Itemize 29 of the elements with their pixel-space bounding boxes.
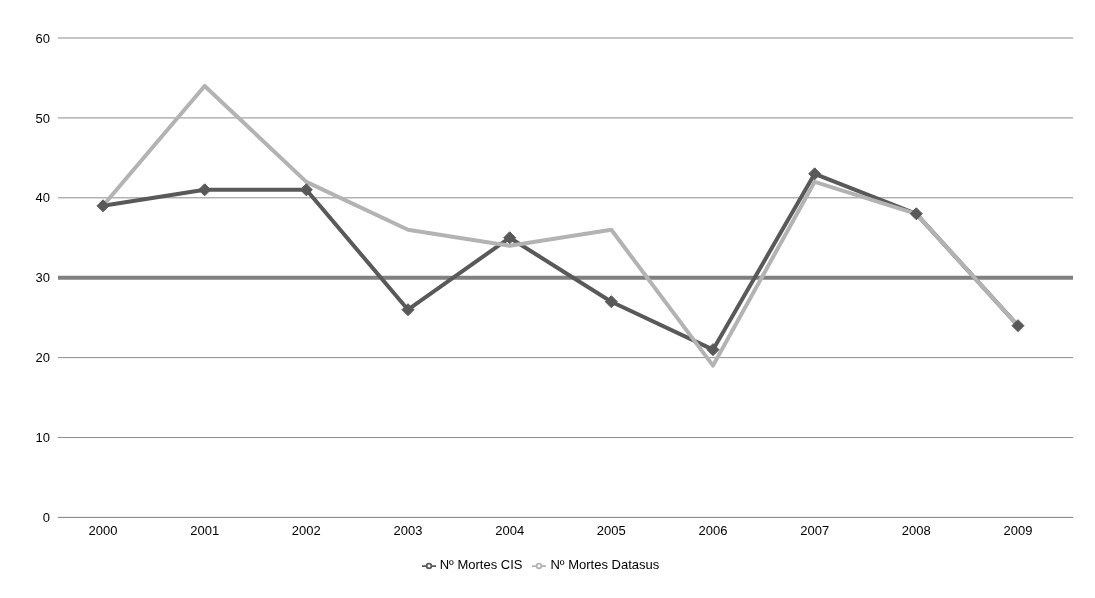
point (503, 231, 517, 245)
point (604, 295, 618, 309)
x-tick-label: 2005 (596, 522, 626, 538)
legend-label: Nº Mortes Datasus (550, 557, 660, 573)
x-tick-label: 2000 (88, 522, 118, 538)
point (96, 199, 110, 213)
x-tick-label: 2006 (698, 522, 728, 538)
point (401, 303, 415, 317)
point (299, 183, 313, 197)
y-tick-label: 20 (35, 350, 50, 366)
y-tick-label: 60 (35, 30, 50, 46)
point (808, 167, 822, 181)
x-tick-label: 2001 (190, 522, 220, 538)
y-tick-label: 30 (35, 270, 50, 286)
x-tick-label: 2004 (495, 522, 525, 538)
x-tick-label: 2003 (393, 522, 423, 538)
y-tick-label: 40 (35, 190, 50, 206)
point (198, 183, 212, 197)
y-tick-label: 0 (42, 510, 50, 526)
x-tick-label: 2009 (1003, 522, 1033, 538)
point (1011, 319, 1025, 333)
point (706, 343, 720, 357)
x-tick-label: 2007 (800, 522, 830, 538)
point (909, 207, 923, 221)
x-tick-label: 2008 (901, 522, 931, 538)
x-tick-label: 2002 (291, 522, 321, 538)
y-tick-label: 10 (35, 430, 50, 446)
y-tick-label: 50 (35, 110, 50, 126)
legend-label: Nº Mortes CIS (439, 557, 523, 573)
